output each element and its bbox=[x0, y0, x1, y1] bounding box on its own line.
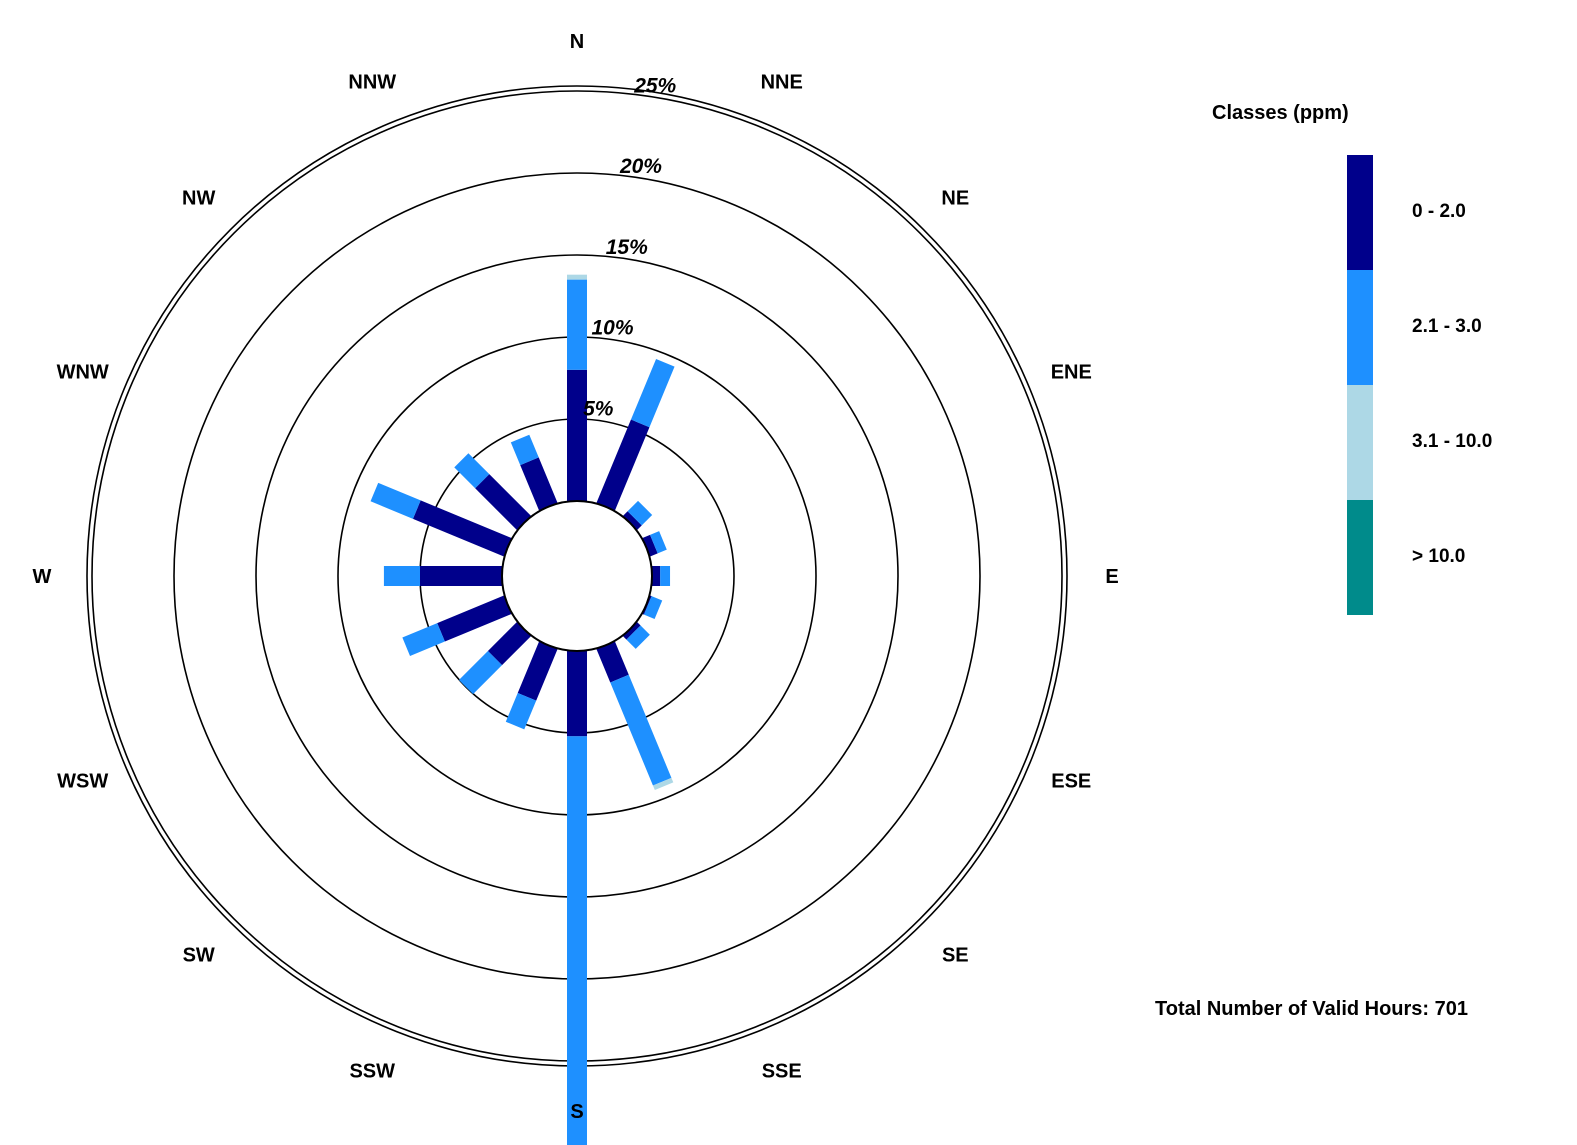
ring-label-1: 10% bbox=[591, 317, 633, 340]
bar-segment-SSE-0 bbox=[596, 641, 629, 683]
bar-segment-E-0 bbox=[652, 566, 661, 586]
bar-segment-NW-0 bbox=[475, 474, 532, 531]
bar-segment-NNE-1 bbox=[630, 358, 675, 428]
direction-label-W: W bbox=[33, 566, 52, 588]
direction-label-N: N bbox=[570, 31, 584, 53]
bar-NE bbox=[622, 500, 653, 531]
ring-label-0: 5% bbox=[583, 397, 614, 420]
direction-label-SW: SW bbox=[183, 944, 215, 966]
bar-N bbox=[567, 274, 587, 501]
direction-label-NNW: NNW bbox=[348, 72, 396, 94]
direction-label-SE: SE bbox=[942, 944, 969, 966]
legend-label-3: > 10.0 bbox=[1412, 546, 1466, 567]
legend-label-0: 0 - 2.0 bbox=[1412, 201, 1466, 222]
ring-labels: 5% 10% 15% 20% 25% bbox=[583, 74, 676, 420]
bar-segment-W-1 bbox=[383, 566, 421, 586]
bar-NNE bbox=[596, 358, 675, 511]
bar-SE bbox=[622, 621, 650, 649]
bar-segment-ENE-0 bbox=[642, 534, 658, 557]
legend-swatch-2 bbox=[1347, 385, 1373, 500]
bar-segment-NE-0 bbox=[622, 511, 642, 531]
direction-label-WNW: WNW bbox=[57, 361, 109, 383]
legend-swatch-3 bbox=[1347, 500, 1373, 615]
bar-segment-ESE-1 bbox=[643, 596, 663, 619]
wind-rose-bars bbox=[370, 274, 675, 1145]
legend-title: Classes (ppm) bbox=[1212, 102, 1349, 124]
bar-segment-SSW-1 bbox=[505, 692, 537, 730]
direction-label-E: E bbox=[1105, 566, 1118, 588]
direction-label-ENE: ENE bbox=[1051, 361, 1092, 383]
legend-swatch-1 bbox=[1347, 270, 1373, 385]
legend-swatch-0 bbox=[1347, 155, 1373, 270]
direction-label-NW: NW bbox=[182, 188, 215, 210]
bar-segment-N-2 bbox=[567, 274, 587, 280]
bar-E bbox=[652, 566, 671, 586]
bar-SSE bbox=[596, 641, 674, 791]
bar-segment-SE-0 bbox=[622, 621, 641, 640]
bar-segment-NNW-1 bbox=[510, 434, 539, 466]
ring-label-3: 20% bbox=[619, 155, 662, 178]
bar-segment-WNW-0 bbox=[412, 500, 512, 557]
legend-label-2: 3.1 - 10.0 bbox=[1412, 431, 1493, 452]
bar-W bbox=[383, 566, 502, 586]
bar-segment-SSE-2 bbox=[652, 777, 674, 791]
bar-segment-N-1 bbox=[567, 279, 587, 370]
bar-segment-NNW-0 bbox=[520, 457, 558, 511]
bar-segment-NE-1 bbox=[627, 500, 653, 526]
direction-label-SSE: SSE bbox=[762, 1060, 802, 1082]
bar-WSW bbox=[402, 595, 512, 656]
legend-label-1: 2.1 - 3.0 bbox=[1412, 316, 1482, 337]
total-valid-hours: Total Number of Valid Hours: 701 bbox=[1155, 998, 1469, 1020]
bar-segment-SW-1 bbox=[458, 650, 503, 695]
bar-SSW bbox=[505, 641, 558, 730]
bar-S bbox=[567, 651, 587, 1145]
ring-label-4: 25% bbox=[633, 74, 676, 97]
calm-center-circle bbox=[501, 500, 653, 652]
direction-label-NNE: NNE bbox=[761, 72, 803, 94]
bar-segment-SSW-0 bbox=[517, 641, 558, 701]
bar-segment-ENE-1 bbox=[650, 531, 667, 554]
bar-segment-SE-1 bbox=[626, 625, 650, 649]
direction-label-NE: NE bbox=[941, 188, 969, 210]
bar-segment-W-0 bbox=[420, 566, 502, 586]
bar-segment-SW-0 bbox=[487, 621, 532, 666]
bar-segment-NW-1 bbox=[454, 453, 490, 489]
bar-segment-WSW-1 bbox=[402, 623, 445, 656]
ring-label-2: 15% bbox=[606, 236, 648, 259]
direction-label-S: S bbox=[570, 1101, 583, 1123]
bar-segment-WSW-0 bbox=[437, 595, 512, 642]
bar-SW bbox=[458, 621, 532, 695]
bar-segment-S-1 bbox=[567, 736, 587, 1145]
direction-label-ESE: ESE bbox=[1051, 771, 1091, 793]
bar-segment-E-1 bbox=[660, 566, 671, 586]
bar-segment-NNE-0 bbox=[596, 419, 650, 511]
bar-segment-N-0 bbox=[567, 369, 587, 501]
bar-WNW bbox=[370, 482, 512, 557]
direction-label-SSW: SSW bbox=[349, 1060, 395, 1082]
bar-segment-WNW-1 bbox=[370, 482, 421, 519]
bar-NW bbox=[454, 453, 532, 531]
direction-label-WSW: WSW bbox=[57, 771, 108, 793]
bar-ENE bbox=[642, 531, 667, 557]
bar-NNW bbox=[510, 434, 558, 511]
bar-segment-S-0 bbox=[567, 651, 587, 737]
direction-labels: N NNE NE ENE E ESE SE SSE S SSW SW WSW W WNW NW NNW bbox=[33, 31, 1119, 1123]
bar-segment-SSE-1 bbox=[610, 674, 672, 786]
